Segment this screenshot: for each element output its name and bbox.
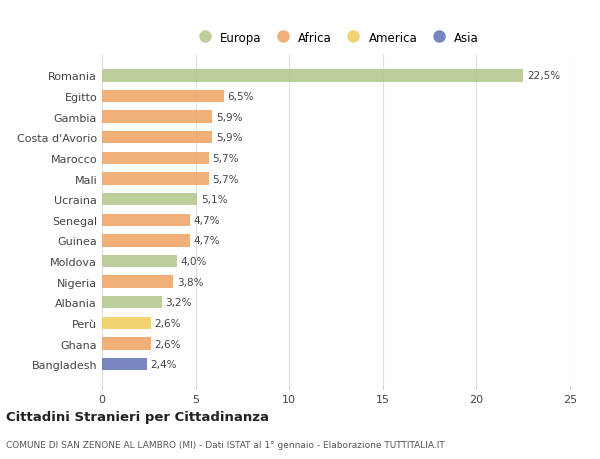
Bar: [102, 317, 151, 330]
Text: 4,0%: 4,0%: [181, 257, 207, 267]
Bar: [102, 194, 197, 206]
Text: 2,6%: 2,6%: [154, 339, 181, 349]
Text: Cittadini Stranieri per Cittadinanza: Cittadini Stranieri per Cittadinanza: [6, 410, 269, 423]
Text: 3,2%: 3,2%: [166, 297, 192, 308]
Text: COMUNE DI SAN ZENONE AL LAMBRO (MI) - Dati ISTAT al 1° gennaio - Elaborazione TU: COMUNE DI SAN ZENONE AL LAMBRO (MI) - Da…: [6, 441, 445, 449]
Legend: Europa, Africa, America, Asia: Europa, Africa, America, Asia: [190, 28, 482, 48]
Bar: [102, 70, 523, 83]
Text: 5,1%: 5,1%: [201, 195, 228, 205]
Text: 4,7%: 4,7%: [194, 215, 220, 225]
Bar: [102, 358, 147, 370]
Text: 5,9%: 5,9%: [216, 112, 242, 123]
Bar: [102, 173, 209, 185]
Bar: [102, 214, 190, 226]
Bar: [102, 235, 190, 247]
Bar: [102, 276, 173, 288]
Bar: [102, 91, 224, 103]
Bar: [102, 111, 212, 123]
Text: 2,6%: 2,6%: [154, 318, 181, 328]
Text: 22,5%: 22,5%: [527, 71, 560, 81]
Bar: [102, 338, 151, 350]
Text: 5,7%: 5,7%: [212, 154, 239, 163]
Bar: [102, 255, 177, 268]
Text: 5,9%: 5,9%: [216, 133, 242, 143]
Text: 2,4%: 2,4%: [151, 359, 177, 369]
Text: 3,8%: 3,8%: [177, 277, 203, 287]
Bar: [102, 297, 162, 309]
Text: 4,7%: 4,7%: [194, 236, 220, 246]
Bar: [102, 152, 209, 165]
Bar: [102, 132, 212, 144]
Text: 6,5%: 6,5%: [227, 92, 254, 102]
Text: 5,7%: 5,7%: [212, 174, 239, 184]
